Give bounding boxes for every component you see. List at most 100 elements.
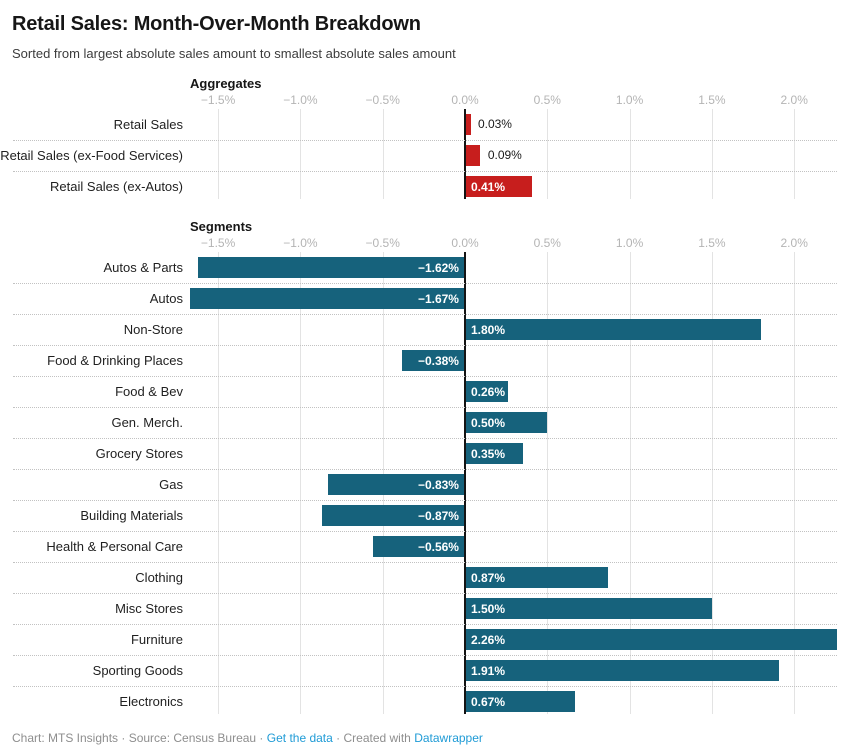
axis-tick-label: 2.0%: [780, 236, 808, 250]
bar-value-label: −1.62%: [417, 260, 459, 275]
row-separator: [13, 345, 837, 346]
datawrapper-link[interactable]: Datawrapper: [414, 731, 483, 745]
row-separator: [13, 686, 837, 687]
bar: 0.87%: [465, 567, 609, 588]
bar-row: Building Materials −0.87%: [0, 500, 853, 531]
gridline: [300, 109, 302, 199]
row-label: Sporting Goods: [92, 663, 183, 678]
row-label: Clothing: [135, 570, 183, 585]
row-separator: [13, 283, 837, 284]
row-separator: [13, 376, 837, 377]
zero-baseline: [464, 109, 466, 199]
axis-tick-label: −1.5%: [200, 236, 236, 250]
bar: 0.67%: [465, 691, 576, 712]
row-label: Health & Personal Care: [46, 539, 183, 554]
row-separator: [13, 314, 837, 315]
axis-tick-label: 2.0%: [780, 93, 808, 107]
row-separator: [13, 407, 837, 408]
gridline: [711, 109, 713, 199]
gridline: [794, 252, 796, 714]
bar-value-label: 1.50%: [471, 601, 506, 616]
row-label: Misc Stores: [115, 601, 183, 616]
bar-row: Grocery Stores 0.35%: [0, 438, 853, 469]
bar: [465, 114, 471, 135]
chart-subtitle: Sorted from largest absolute sales amoun…: [12, 46, 456, 61]
axis-tick-label: −1.5%: [200, 93, 236, 107]
bar-row: Autos & Parts −1.62%: [0, 252, 853, 283]
row-label: Gen. Merch.: [111, 415, 183, 430]
bar-value-label: 0.09%: [487, 148, 522, 162]
bar: −0.83%: [328, 474, 465, 495]
gridline: [711, 252, 713, 714]
bar-row: Sporting Goods 1.91%: [0, 655, 853, 686]
bar: 0.50%: [465, 412, 548, 433]
bar-value-label: 0.41%: [471, 179, 506, 194]
bar-row: Electronics 0.67%: [0, 686, 853, 717]
axis-tick-label: 1.5%: [698, 93, 726, 107]
row-separator: [13, 655, 837, 656]
bar: −1.67%: [190, 288, 465, 309]
bar-row: Gen. Merch. 0.50%: [0, 407, 853, 438]
bar-value-label: −0.56%: [417, 539, 459, 554]
bar-value-label: 1.91%: [471, 663, 506, 678]
page-title: Retail Sales: Month-Over-Month Breakdown: [12, 13, 421, 35]
gridline: [547, 252, 549, 714]
row-label: Retail Sales (ex-Food Services): [0, 148, 183, 163]
bar-value-label: 0.03%: [477, 117, 512, 131]
bar-row: Autos −1.67%: [0, 283, 853, 314]
bar-row: Retail Sales (ex-Autos) 0.41%: [0, 171, 853, 202]
bar: −0.56%: [372, 536, 465, 557]
bar-row: Health & Personal Care −0.56%: [0, 531, 853, 562]
bar: 0.35%: [465, 443, 523, 464]
row-label: Food & Drinking Places: [47, 353, 183, 368]
chart-section-aggregates: Aggregates −1.5% −1.0% −0.5% 0.0% 0.5% 1.0% 1.5…: [0, 76, 853, 202]
row-separator: [13, 438, 837, 439]
row-separator: [13, 624, 837, 625]
group-title: Segments: [190, 219, 253, 234]
bar-value-label: 0.26%: [471, 384, 506, 399]
gridline: [300, 252, 302, 714]
row-label: Gas: [159, 477, 183, 492]
bar-row: Clothing 0.87%: [0, 562, 853, 593]
row-label: Autos & Parts: [103, 260, 183, 275]
zero-baseline: [464, 252, 466, 714]
bar-row: Furniture 2.26%: [0, 624, 853, 655]
row-label: Retail Sales: [113, 117, 183, 132]
row-label: Food & Bev: [115, 384, 183, 399]
bar-value-label: 0.67%: [471, 694, 506, 709]
bar-value-label: 0.50%: [471, 415, 506, 430]
row-separator: [13, 140, 837, 141]
bar-value-label: 0.35%: [471, 446, 506, 461]
axis-tick-label: 1.5%: [698, 236, 726, 250]
axis-tick-label: 0.5%: [533, 93, 561, 107]
row-separator: [13, 531, 837, 532]
row-label: Furniture: [130, 632, 183, 647]
row-label: Non-Store: [123, 322, 183, 337]
bar-value-label: 1.80%: [471, 322, 506, 337]
row-label: Electronics: [119, 694, 183, 709]
bar-row: Food & Bev 0.26%: [0, 376, 853, 407]
row-label: Building Materials: [80, 508, 183, 523]
axis-tick-label: 1.0%: [615, 236, 644, 250]
bar: [465, 145, 480, 166]
footer-credit: Chart: MTS Insights · Source: Census Bur…: [12, 731, 267, 745]
gridline: [547, 109, 549, 199]
bar: 1.50%: [465, 598, 712, 619]
axis-tick-label: 1.0%: [615, 93, 644, 107]
get-the-data-link[interactable]: Get the data: [266, 731, 333, 745]
axis-tick-label: −0.5%: [365, 236, 400, 250]
chart-footer: Chart: MTS Insights · Source: Census Bur…: [0, 731, 853, 746]
bar: 0.41%: [465, 176, 533, 197]
footer-created-with: · Created with: [332, 731, 415, 745]
axis-tick-label: −1.0%: [283, 93, 318, 107]
gridline: [218, 252, 220, 714]
axis-tick-label: 0.0%: [451, 93, 479, 107]
gridline: [629, 252, 631, 714]
gridline: [218, 109, 220, 199]
bar: 1.80%: [465, 319, 762, 340]
row-separator: [13, 500, 837, 501]
bar: 1.91%: [465, 660, 780, 681]
row-label: Grocery Stores: [95, 446, 183, 461]
bar-row: Retail Sales (ex-Food Services) 0.09%: [0, 140, 853, 171]
